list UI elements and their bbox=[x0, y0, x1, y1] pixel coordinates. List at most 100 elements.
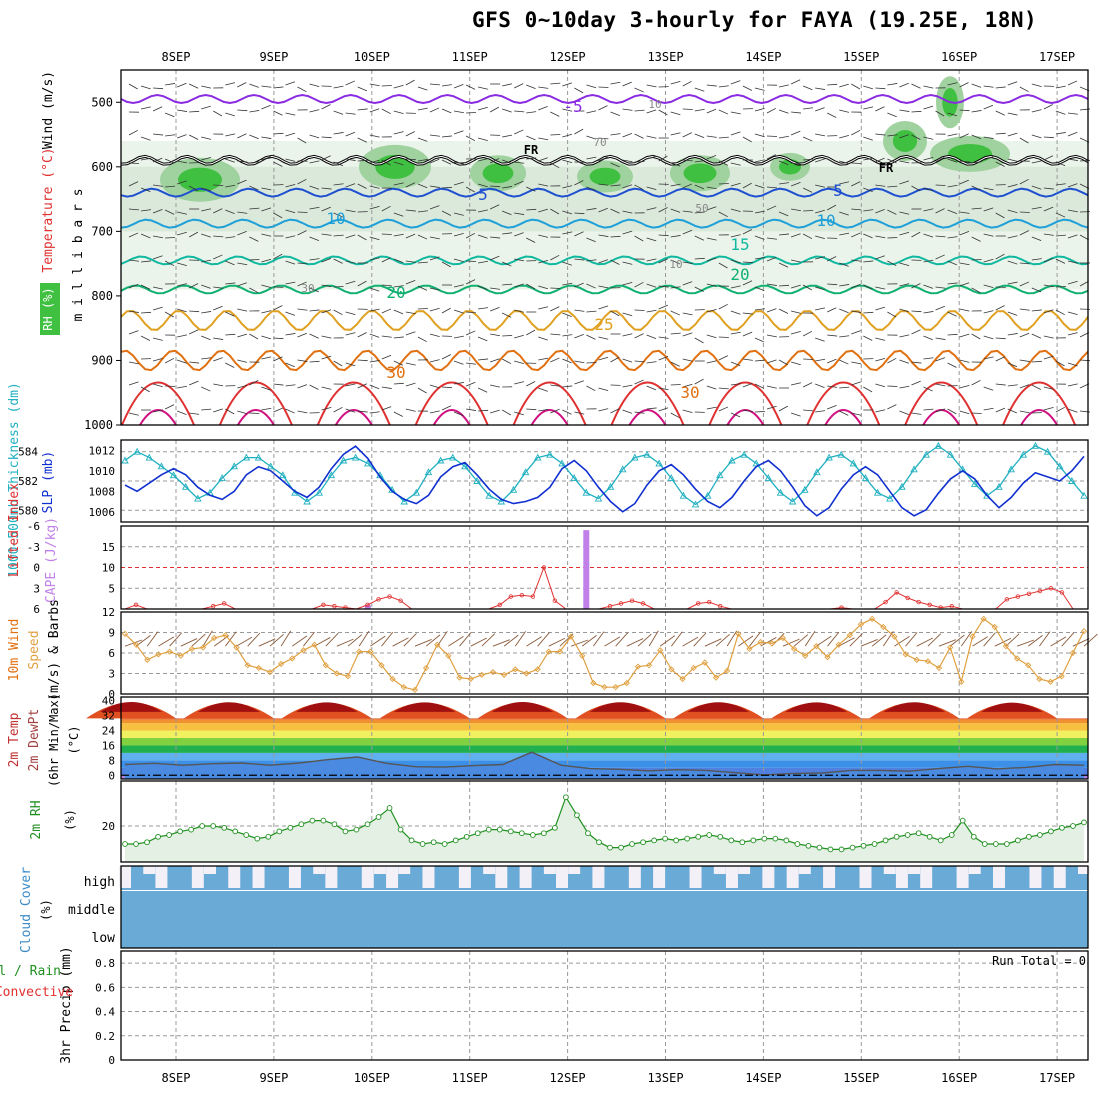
wind-barb bbox=[923, 136, 934, 140]
li-point bbox=[133, 602, 139, 608]
wind-barb bbox=[369, 108, 380, 113]
rh2m-point bbox=[1026, 833, 1032, 840]
wind-barb bbox=[489, 307, 500, 312]
wind-barb bbox=[273, 212, 283, 219]
wind-barb bbox=[887, 385, 898, 387]
cloud-high-gap bbox=[920, 866, 933, 888]
wind-barb bbox=[574, 258, 585, 261]
wind-barb bbox=[730, 234, 741, 238]
wind-barb bbox=[261, 258, 272, 263]
wind-barb bbox=[1043, 309, 1054, 314]
wind-speed-point bbox=[199, 644, 207, 651]
wind-barb bbox=[586, 334, 596, 340]
wind-barb bbox=[213, 305, 223, 311]
wind-barb bbox=[995, 407, 1006, 413]
axis-text: 8SEP8SEP9SEP9SEP10SEP10SEP11SEP11SEP12SE… bbox=[0, 50, 1086, 1085]
wind-barb-10m bbox=[693, 632, 707, 647]
thickness-point bbox=[121, 456, 129, 464]
wind-barb bbox=[694, 133, 705, 138]
li-point bbox=[718, 604, 723, 609]
wind-barb bbox=[550, 384, 561, 387]
wind-barb bbox=[863, 85, 873, 90]
wind-barb bbox=[634, 379, 644, 385]
wind-barb bbox=[309, 109, 320, 113]
wind-barb bbox=[1019, 137, 1029, 144]
wind-barb bbox=[1055, 132, 1066, 135]
wind-barb bbox=[670, 259, 681, 265]
wind-barb-10m bbox=[146, 631, 159, 647]
wind-barb bbox=[1019, 384, 1030, 389]
wind-barb-10m bbox=[816, 635, 832, 647]
wind-barb bbox=[393, 84, 404, 89]
wind-barb bbox=[345, 362, 356, 367]
temp-band bbox=[121, 752, 1088, 761]
wind-barb bbox=[947, 311, 957, 317]
wind-barb bbox=[586, 208, 597, 211]
wind-barb bbox=[526, 237, 536, 243]
wind-speed-point bbox=[556, 648, 564, 655]
wind-barb bbox=[574, 360, 585, 364]
wind-barb bbox=[839, 410, 849, 416]
rh-legend-swatch bbox=[40, 283, 60, 335]
wind-barb bbox=[839, 109, 850, 113]
wind-barb bbox=[706, 206, 717, 211]
wind-barb bbox=[405, 331, 416, 336]
wind-barb bbox=[790, 310, 801, 314]
wind-speed-point bbox=[266, 668, 274, 676]
wind-barb bbox=[201, 284, 211, 289]
wind-barb bbox=[526, 135, 536, 141]
wind-barb bbox=[152, 306, 163, 311]
precip-legend-total: Total / Rain bbox=[0, 964, 61, 979]
li-tick-0: 0 bbox=[33, 562, 40, 575]
wind-ylabel-a: 10m Wind bbox=[7, 619, 22, 682]
wind-barb bbox=[128, 129, 139, 136]
isotherm-40-arch bbox=[432, 409, 471, 426]
wind-barb bbox=[971, 185, 981, 191]
wind-barb bbox=[369, 287, 380, 292]
wind-barb bbox=[670, 286, 681, 289]
wind-barb bbox=[1007, 384, 1018, 387]
wind-barb bbox=[682, 159, 693, 162]
wind-speed-point bbox=[144, 656, 151, 663]
wind-barb bbox=[514, 381, 525, 385]
temp-band bbox=[121, 745, 1088, 753]
wind-barb bbox=[718, 183, 729, 185]
wind-barb bbox=[935, 208, 945, 214]
rh2m-point bbox=[706, 832, 713, 838]
wind-barb bbox=[381, 233, 392, 235]
wind-barb bbox=[1031, 360, 1042, 363]
wind-barb bbox=[827, 158, 837, 165]
wind-barb bbox=[140, 187, 151, 192]
wind-barb bbox=[465, 135, 476, 142]
wind-barb-10m bbox=[749, 631, 761, 647]
wind-barb bbox=[839, 181, 850, 185]
wind-barb bbox=[477, 285, 488, 290]
wind-barb bbox=[646, 207, 657, 211]
wind-barb bbox=[754, 87, 765, 91]
wind-barb-10m bbox=[994, 637, 1012, 647]
cloud-high-gap bbox=[592, 866, 605, 888]
wind-barb bbox=[453, 258, 464, 263]
wind-barb bbox=[875, 409, 886, 413]
wind-barb bbox=[417, 261, 428, 264]
wind-barb bbox=[550, 208, 560, 215]
wind-barb bbox=[574, 282, 584, 288]
wind-barb bbox=[369, 83, 380, 87]
wind-barb-10m bbox=[225, 631, 237, 647]
freezing-line-inner bbox=[120, 155, 1089, 165]
wind-barb bbox=[297, 137, 307, 144]
wind-barb bbox=[526, 408, 537, 411]
wind-barb bbox=[237, 179, 247, 185]
wind-barb bbox=[140, 233, 151, 239]
temp-max-hump-core bbox=[197, 702, 260, 712]
wind-speed-point bbox=[880, 623, 887, 631]
wind-barb bbox=[309, 236, 320, 241]
wind-barb bbox=[766, 256, 777, 262]
thickness-point bbox=[691, 500, 700, 508]
wind-barb bbox=[610, 356, 620, 363]
cloud-high-gap bbox=[653, 866, 666, 888]
rh2m-point bbox=[772, 835, 779, 842]
wind-barb bbox=[153, 133, 164, 136]
wind-barb bbox=[249, 412, 260, 414]
wind-barb bbox=[261, 85, 272, 88]
